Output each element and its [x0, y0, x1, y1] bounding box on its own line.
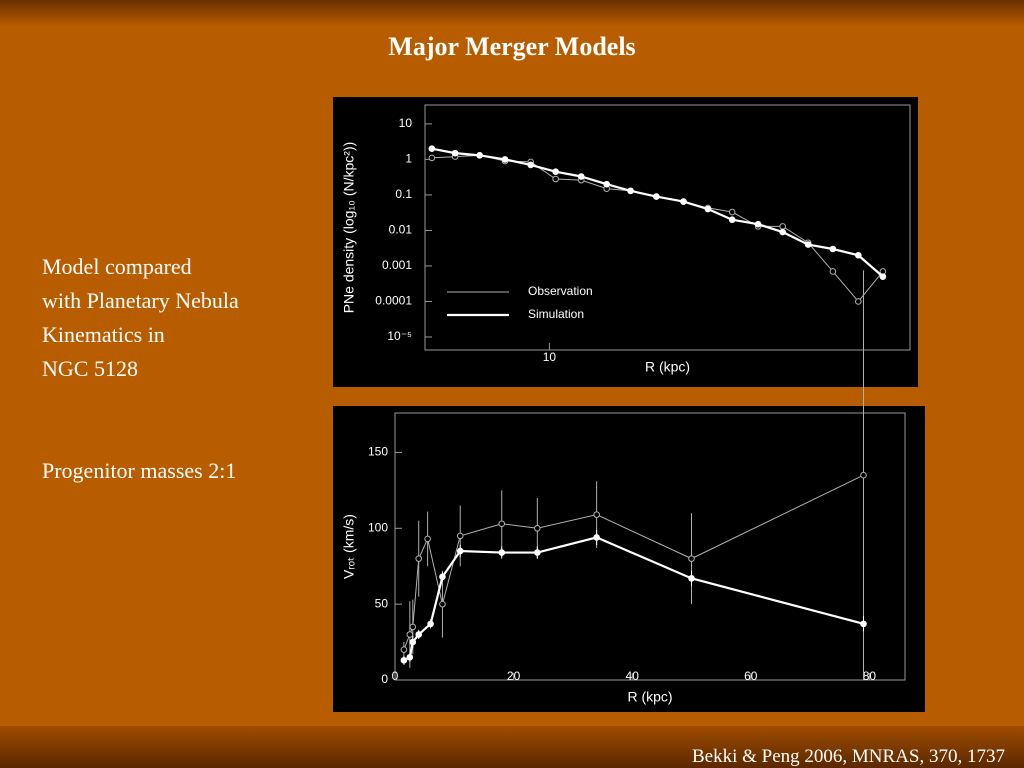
data-point: [406, 631, 414, 638]
plot-frame: [424, 104, 911, 351]
data-point: [409, 638, 417, 646]
data-point: [409, 623, 417, 631]
x-tick-label: 0: [392, 669, 399, 683]
y-tick-label: 150: [368, 445, 388, 459]
y-tick-label: 10⁻⁵: [387, 329, 412, 343]
x-tick-label: 40: [626, 669, 640, 683]
x-tick-label: 20: [507, 669, 521, 683]
data-point: [855, 251, 862, 259]
x-axis-label: R (kpc): [645, 359, 690, 375]
data-point: [428, 154, 436, 162]
y-tick-label: 0.01: [389, 223, 413, 237]
y-tick-label: 10: [399, 116, 413, 130]
data-point: [653, 193, 660, 200]
data-point: [415, 555, 423, 562]
plot-frame: [394, 412, 906, 681]
data-point: [860, 620, 867, 628]
body-text: Progenitor masses 2:1: [42, 458, 236, 483]
legend-label: Simulation: [528, 307, 584, 321]
data-point: [552, 175, 559, 183]
chart-panel: [333, 406, 925, 712]
data-point: [728, 208, 736, 216]
data-point: [879, 273, 887, 280]
data-point: [424, 535, 431, 543]
data-point: [498, 520, 506, 528]
x-tick-label: 80: [863, 669, 877, 683]
body-text: NGC 5128: [42, 356, 138, 381]
body-text: Model compared: [42, 254, 192, 279]
data-point: [400, 656, 408, 664]
footer: Bekki & Peng 2006, MNRAS, 370, 1737: [692, 746, 1005, 767]
data-point: [451, 149, 459, 157]
y-tick-label: 0: [381, 672, 388, 686]
y-axis-label: PNe density (log₁₀ (N/kpc²)): [341, 142, 357, 314]
data-point: [527, 161, 535, 169]
data-point: [779, 223, 786, 230]
data-point: [498, 549, 506, 556]
y-tick-label: 0.001: [382, 258, 412, 272]
data-point: [439, 600, 446, 608]
y-tick-label: 0.1: [395, 187, 412, 201]
slide-title: Major Merger Models: [388, 32, 635, 61]
data-point: [860, 471, 867, 479]
chart-panel: [333, 97, 918, 387]
data-point: [779, 228, 786, 236]
data-point: [534, 524, 541, 532]
x-tick-label: 60: [744, 669, 758, 683]
data-point: [456, 547, 464, 555]
data-point: [804, 241, 812, 248]
data-point: [439, 573, 446, 581]
data-point: [829, 268, 837, 275]
data-point: [428, 145, 436, 153]
data-point: [829, 245, 837, 253]
data-point: [427, 620, 434, 628]
top-band: [0, 0, 1024, 26]
body-text: Kinematics in: [42, 322, 165, 347]
y-tick-label: 1: [405, 152, 412, 166]
data-point: [501, 156, 509, 163]
legend-label: Observation: [528, 284, 593, 298]
y-axis-label: Vᵣₒₜ (km/s): [341, 514, 357, 579]
data-point: [534, 549, 541, 556]
data-point: [577, 173, 585, 180]
x-axis-label: R (kpc): [627, 689, 672, 705]
data-point: [603, 180, 610, 188]
data-point: [855, 298, 862, 305]
data-point: [476, 152, 483, 159]
data-point: [456, 532, 464, 540]
data-point: [593, 534, 600, 541]
data-point: [688, 575, 695, 582]
data-point: [754, 220, 762, 228]
data-point: [704, 205, 712, 213]
data-point: [627, 187, 634, 195]
body-text: with Planetary Nebula: [42, 288, 239, 313]
y-tick-label: 0.0001: [375, 294, 412, 308]
data-point: [728, 216, 736, 224]
y-tick-label: 100: [368, 520, 388, 534]
data-point: [680, 198, 687, 205]
data-point: [415, 631, 423, 638]
data-point: [400, 646, 408, 653]
x-tick-label: 10: [543, 350, 557, 364]
data-point: [688, 555, 695, 562]
data-point: [593, 511, 600, 518]
y-tick-label: 50: [375, 596, 389, 610]
data-point: [552, 168, 559, 176]
data-point: [406, 653, 414, 661]
bottom-band: [0, 726, 1024, 768]
